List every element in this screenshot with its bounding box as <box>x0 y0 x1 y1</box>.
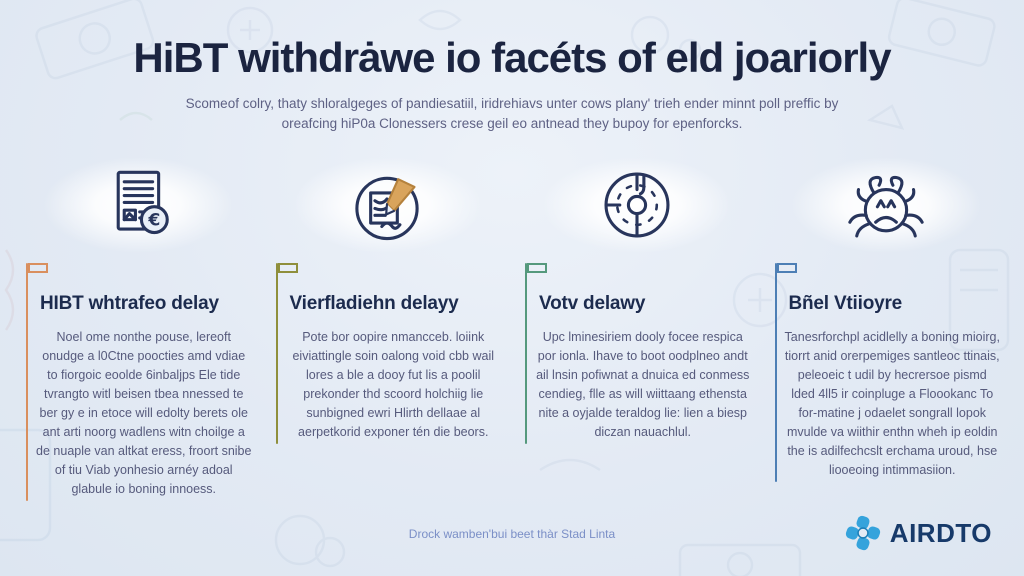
feature-card: Vierfladiehn delayy Pote bor oopire nman… <box>268 263 508 448</box>
document-signing-icon <box>355 176 419 241</box>
invoice-coin-icon: € <box>116 170 169 235</box>
page-subtitle: Scomeof colry, thaty shloralgeges of pan… <box>186 94 839 133</box>
flag-icon <box>28 263 48 274</box>
flag-icon <box>527 263 547 274</box>
feature-body: Pote bor oopire nmancceb. loiink eiviatt… <box>292 330 494 440</box>
feature-body: Upc lminesiriem dooly focee respica por … <box>536 330 750 440</box>
footer-note: Drock wamben'bui beet thàr Stad Linta <box>408 527 616 541</box>
feature-card: Votv delawy Upc lminesiriem dooly focee … <box>517 263 757 448</box>
feature-heading: Votv delawy <box>539 293 646 315</box>
page-title: HiBT withdrȧwe io facéts of eld joariorl… <box>133 34 891 81</box>
subtitle-line-1: Scomeof colry, thaty shloralgeges of pan… <box>185 96 839 111</box>
flag-icon <box>277 263 298 274</box>
feature-body: Tanesrforchpl acidlelly a boning mioirg,… <box>784 330 1000 478</box>
icon-glow <box>791 157 982 254</box>
feature-heading: Bñel Vtiioyre <box>788 293 903 315</box>
subtitle-line-2: oreafcing hiP0a Clonessers crese geil eo… <box>281 115 743 131</box>
accent-pole <box>275 263 278 445</box>
feature-heading: HIBT whtrafeo delay <box>40 293 219 315</box>
airdto-flower-icon <box>844 514 882 552</box>
feature-column-1: € HIBT whtrafeo delay Noel ome nonthe po… <box>18 157 258 505</box>
feature-column-2: Vierfladiehn delayy Pote bor oopire nman… <box>268 157 508 448</box>
accent-pole <box>26 263 28 502</box>
flag-icon <box>776 263 797 274</box>
bottom-bar: Drock wamben'bui beet thàr Stad Linta AI… <box>0 506 1024 576</box>
bug-face-icon <box>848 175 924 238</box>
feature-card: Bñel Vtiioyre Tanesrforchpl acidlelly a … <box>767 263 1007 486</box>
brand-name: AIRDTO <box>889 517 992 548</box>
svg-text:€: € <box>147 211 160 231</box>
feature-column-3: Votv delawy Upc lminesiriem dooly focee … <box>517 157 757 448</box>
dial-circuit-icon <box>604 172 670 238</box>
feature-heading: Vierfladiehn delayy <box>289 293 459 315</box>
feature-body: Noel ome nonthe pouse, lereoft onudge a … <box>36 330 252 497</box>
feature-columns: € HIBT whtrafeo delay Noel ome nonthe po… <box>0 157 1024 576</box>
feature-card: HIBT whtrafeo delay Noel ome nonthe pous… <box>18 263 258 505</box>
brand-logo: AIRDTO <box>844 514 992 552</box>
accent-pole <box>774 263 777 483</box>
accent-pole <box>525 263 527 445</box>
feature-column-4: Bñel Vtiioyre Tanesrforchpl acidlelly a … <box>767 157 1007 486</box>
